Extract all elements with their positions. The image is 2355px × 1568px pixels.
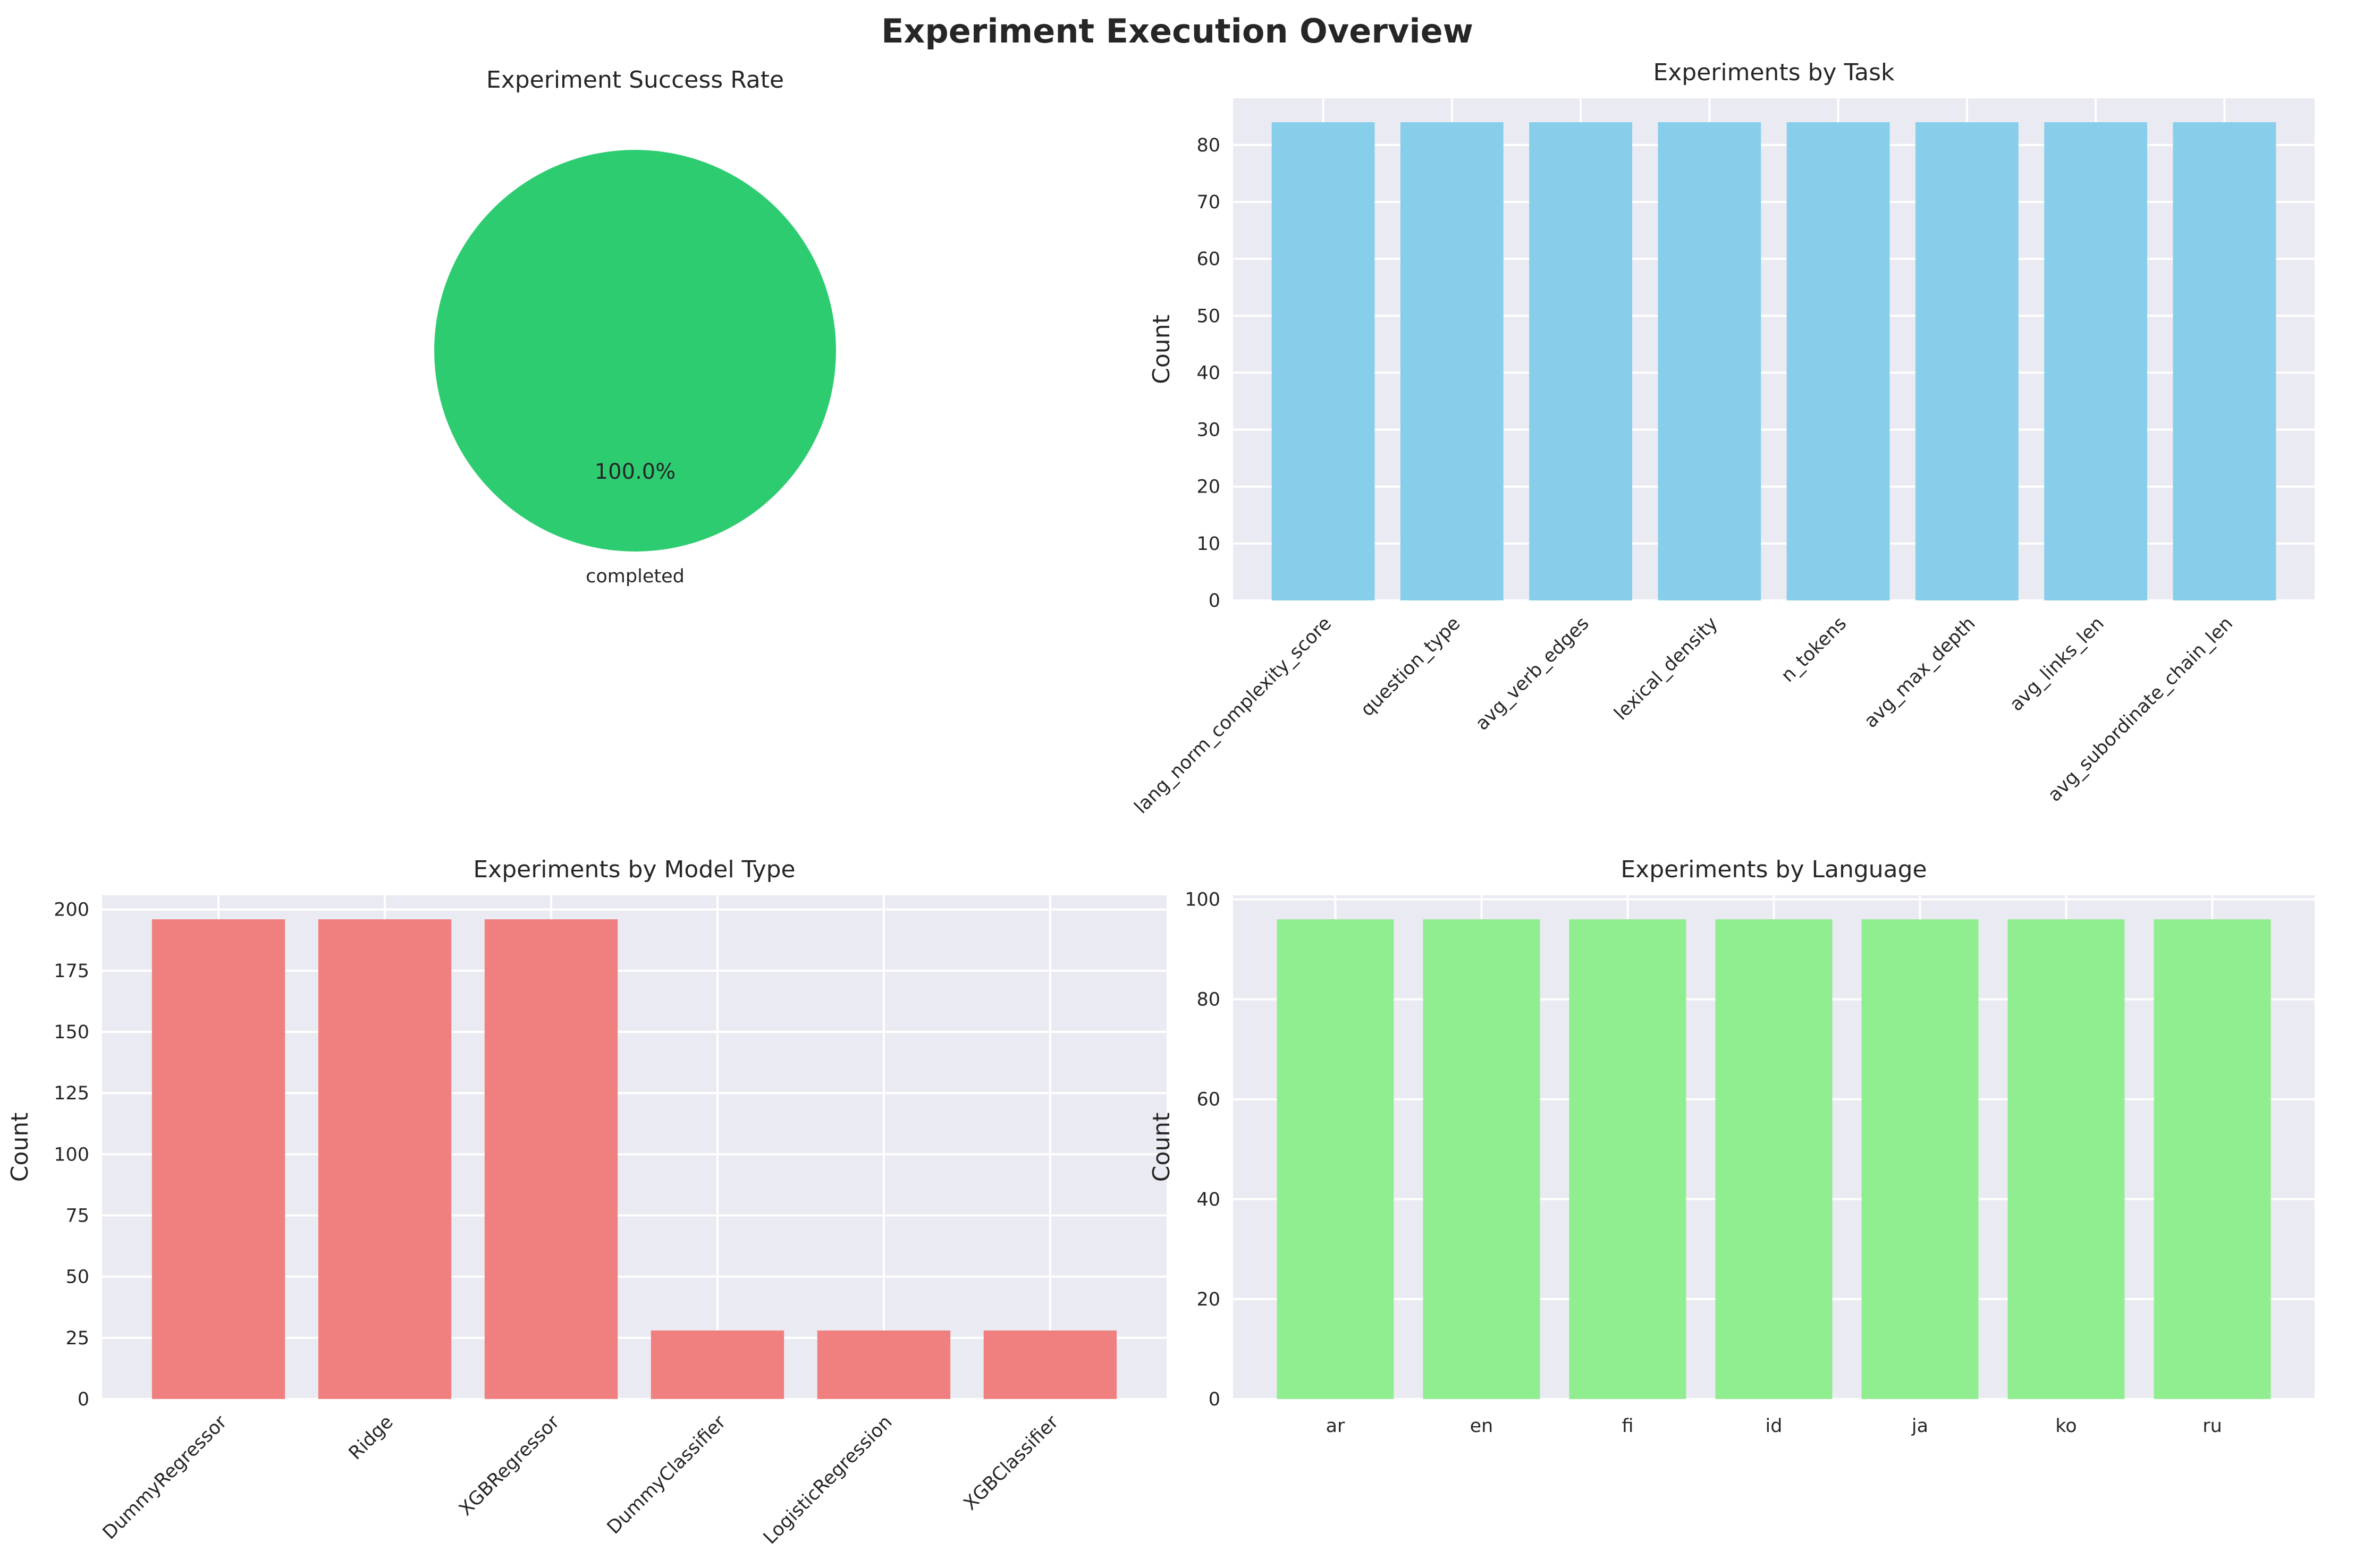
bar-avg-max-depth — [1915, 122, 2019, 600]
bar-lexical-density — [1658, 122, 1761, 600]
y-tick-label: 125 — [54, 1083, 89, 1104]
x-tick-label: Ridge — [345, 1411, 398, 1464]
y-tick-label: 50 — [65, 1267, 89, 1288]
y-tick-label: 100 — [54, 1144, 89, 1165]
bar-chart-by-model-type: 0 25 50 75 100 125 150 175 200 DummyRegressor Ridg… — [6, 856, 1167, 1548]
x-tick-label: ru — [2202, 1416, 2222, 1437]
bar-chart-by-task: 0 10 20 30 40 50 60 70 80 lang_norm_complexity_sc… — [1130, 59, 2315, 818]
bar-ru — [2154, 919, 2271, 1399]
y-tick-label: 60 — [1196, 1089, 1220, 1111]
bar-dummyclassifier — [651, 1330, 784, 1399]
x-tick-label: avg_max_depth — [1860, 613, 1980, 732]
bar-avg-subordinate-chain-len — [2173, 122, 2276, 600]
y-tick-label: 100 — [1185, 889, 1220, 911]
y-tick-label: 25 — [65, 1328, 89, 1349]
y-tick-label: 0 — [78, 1389, 89, 1410]
x-tick-label: en — [1470, 1416, 1493, 1437]
bar-xgbregressor — [484, 919, 618, 1399]
bar-dummyregressor — [151, 919, 285, 1399]
pie-chart-title: Experiment Success Rate — [486, 66, 784, 94]
plot-area — [1233, 98, 2315, 600]
x-tick-label: DummyClassifier — [603, 1411, 730, 1538]
bar-question-type — [1400, 122, 1504, 600]
y-tick-label: 50 — [1196, 306, 1220, 327]
bar-chart-by-language: 0 20 40 60 80 100 ar en fi id ja ko ru Experiments by… — [1148, 856, 2315, 1437]
pie-chart-success-rate: Experiment Success Rate 100.0% completed — [434, 66, 836, 587]
x-tick-label: XGBClassifier — [960, 1411, 1063, 1514]
y-tick-label: 175 — [54, 961, 89, 982]
bar-n-tokens — [1786, 122, 1890, 600]
chart-title: Experiments by Task — [1653, 59, 1895, 86]
y-tick-label: 40 — [1196, 362, 1220, 384]
bar-ridge — [318, 919, 452, 1399]
y-tick-label: 70 — [1196, 192, 1220, 213]
bar-en — [1423, 919, 1540, 1399]
chart-title: Experiments by Model Type — [473, 856, 795, 883]
bar-avg-verb-edges — [1529, 122, 1633, 600]
y-tick-label: 60 — [1196, 249, 1220, 270]
bar-fi — [1569, 919, 1686, 1399]
x-tick-label: avg_verb_edges — [1472, 613, 1593, 734]
y-tick-label: 150 — [54, 1022, 89, 1043]
y-tick-label: 80 — [1196, 135, 1220, 156]
bar-id — [1715, 919, 1833, 1399]
pie-pct-label: 100.0% — [595, 460, 676, 484]
x-tick-label: n_tokens — [1777, 613, 1851, 686]
chart-title: Experiments by Language — [1620, 856, 1927, 883]
y-tick-label: 20 — [1196, 1289, 1220, 1310]
bar-logisticregression — [817, 1330, 951, 1399]
x-tick-label: id — [1766, 1416, 1783, 1437]
bar-xgbclassifier — [983, 1330, 1117, 1399]
y-tick-label: 10 — [1196, 533, 1220, 555]
y-axis-label: Count — [6, 1113, 33, 1182]
x-tick-label: fi — [1622, 1416, 1633, 1437]
y-tick-label: 80 — [1196, 989, 1220, 1011]
x-tick-label: ar — [1326, 1416, 1345, 1437]
y-tick-label: 20 — [1196, 477, 1220, 498]
y-axis-label: Count — [1148, 1113, 1175, 1182]
pie-slice-label: completed — [586, 566, 685, 587]
y-tick-label: 40 — [1196, 1189, 1220, 1210]
bar-ja — [1861, 919, 1979, 1399]
x-tick-label: DummyRegressor — [99, 1411, 231, 1544]
x-tick-label: ja — [1911, 1416, 1928, 1437]
bar-lang-norm-complexity-score — [1271, 122, 1375, 600]
x-tick-label: lang_norm_complexity_score — [1130, 613, 1336, 818]
y-tick-label: 0 — [1209, 1389, 1220, 1410]
y-axis-label: Count — [1148, 315, 1175, 384]
bar-ko — [2007, 919, 2125, 1399]
x-tick-label: LogisticRegression — [759, 1411, 897, 1548]
x-tick-label: ko — [2055, 1416, 2077, 1437]
figure-title: Experiment Execution Overview — [881, 12, 1473, 50]
x-tick-label: lexical_density — [1610, 613, 1722, 724]
bar-avg-links-len — [2044, 122, 2148, 600]
x-tick-label: question_type — [1357, 613, 1465, 721]
y-tick-label: 200 — [54, 900, 89, 921]
bar-ar — [1277, 919, 1394, 1399]
pie-slice-completed — [434, 150, 836, 552]
x-tick-label: avg_links_len — [2006, 613, 2108, 715]
y-tick-label: 75 — [65, 1206, 89, 1227]
x-tick-label: XGBRegressor — [455, 1411, 564, 1520]
y-tick-label: 30 — [1196, 420, 1220, 441]
y-tick-label: 0 — [1209, 590, 1220, 612]
